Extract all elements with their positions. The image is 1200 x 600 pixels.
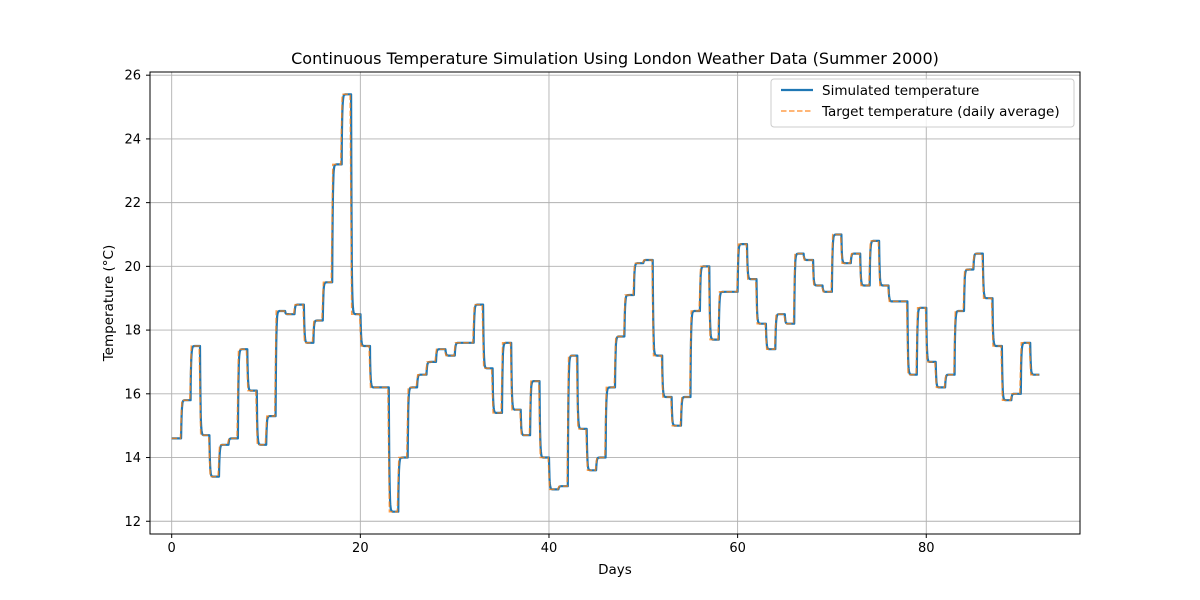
legend: Simulated temperature Target temperature…: [770, 78, 1075, 128]
legend-box: [770, 78, 1075, 128]
y-tick-label: 20: [124, 260, 141, 275]
y-tick-label: 12: [124, 515, 141, 530]
series-layer: [170, 93, 1041, 513]
x-tick-label: 80: [918, 541, 935, 556]
x-tick-label: 40: [541, 541, 558, 556]
y-tick-label: 18: [124, 324, 141, 339]
ticks: 0 20 40 60 80 12 14 16 18 20 22 24 26: [124, 69, 934, 556]
x-tick-label: 60: [729, 541, 746, 556]
x-axis-label: Days: [598, 562, 632, 578]
x-tick-label: 0: [168, 541, 176, 556]
y-tick-label: 24: [124, 132, 141, 147]
legend-target-label: Target temperature (daily average): [821, 104, 1060, 120]
x-tick-label: 20: [352, 541, 369, 556]
chart-title: Continuous Temperature Simulation Using …: [291, 49, 939, 68]
y-axis-label: Temperature (°C): [101, 245, 117, 363]
y-tick-label: 16: [124, 387, 141, 402]
plot-frame: [149, 71, 1081, 535]
y-tick-label: 22: [124, 196, 141, 211]
y-tick-label: 14: [124, 451, 141, 466]
y-tick-label: 26: [124, 69, 141, 84]
target-temperature-line: [171, 93, 1039, 513]
legend-simulated-label: Simulated temperature: [822, 83, 979, 99]
